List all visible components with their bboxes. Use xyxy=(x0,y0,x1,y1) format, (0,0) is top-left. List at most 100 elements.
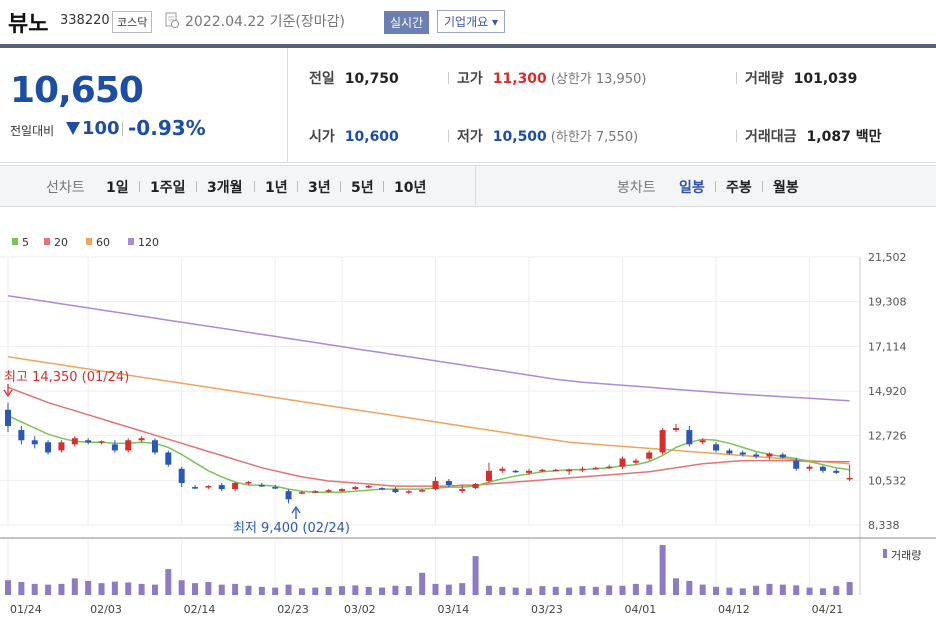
volume-bar xyxy=(819,588,826,595)
realtime-button[interactable]: 실시간 xyxy=(384,11,430,34)
range-tab-1y[interactable]: 1년 xyxy=(265,180,288,196)
candle xyxy=(379,487,386,491)
candle xyxy=(806,464,813,471)
divider xyxy=(448,130,449,142)
volume-bar xyxy=(5,580,11,595)
prev-close-label: 전일 xyxy=(309,71,335,87)
volume-legend-swatch xyxy=(883,549,887,558)
candle xyxy=(753,452,760,459)
period-tab-monthly[interactable]: 월봉 xyxy=(773,180,799,196)
candle xyxy=(499,466,506,473)
range-tab-3m[interactable]: 3개월 xyxy=(207,180,243,196)
candle-body xyxy=(779,454,786,458)
high-price: 고가 11,300 (상한가 13,950) xyxy=(457,68,646,88)
candle-body xyxy=(699,440,706,443)
candle-body xyxy=(392,489,399,493)
volume-bar xyxy=(592,586,599,595)
legend-label-ma60: 60 xyxy=(96,236,110,249)
volume-bar xyxy=(459,583,466,595)
volume-bar xyxy=(485,585,492,595)
amount-value: 1,087 백만 xyxy=(806,129,882,145)
x-tick-label: 04/21 xyxy=(812,603,844,616)
volume-bar xyxy=(539,586,546,595)
period-tab-weekly[interactable]: 주봉 xyxy=(726,180,752,196)
candle-body xyxy=(539,469,546,472)
range-tab-5y[interactable]: 5년 xyxy=(351,180,374,196)
candle xyxy=(619,456,626,469)
quote-date: 2022.04.22 기준(장마감) xyxy=(185,14,345,30)
volume-bar xyxy=(285,584,292,595)
x-tick-label: 04/12 xyxy=(718,603,750,616)
high-label: 고가 xyxy=(457,71,483,87)
candle-body xyxy=(192,487,199,489)
candle-body xyxy=(312,491,319,493)
volume-bar xyxy=(392,585,399,595)
x-tick-label: 02/14 xyxy=(184,603,216,616)
low-price: 저가 10,500 (하한가 7,550) xyxy=(457,126,638,146)
volume-summary: 거래량 101,039 xyxy=(745,68,857,88)
range-tab-1w[interactable]: 1주일 xyxy=(150,180,186,196)
candle xyxy=(659,428,666,455)
volume-bar xyxy=(632,583,639,595)
volume-bar xyxy=(258,586,265,595)
volume-bar xyxy=(192,583,199,595)
candle xyxy=(793,457,800,471)
candle-body xyxy=(405,491,412,493)
candle xyxy=(111,440,118,453)
market-badge: 코스닥 xyxy=(112,11,153,33)
candle xyxy=(165,450,172,467)
range-tab-1d[interactable]: 1일 xyxy=(106,180,129,196)
candle xyxy=(338,488,345,493)
price-axis: 21,502 19,308 17,114 14,920 12,726 10,532 8,33… xyxy=(868,251,907,532)
low-label: 저가 xyxy=(457,129,483,145)
open-label: 시가 xyxy=(309,129,335,145)
candle-body xyxy=(753,454,760,457)
candle-body xyxy=(485,470,492,481)
range-tab-3y[interactable]: 3년 xyxy=(308,180,331,196)
candle xyxy=(592,466,599,470)
tab-divider xyxy=(254,181,255,192)
candle-body xyxy=(45,442,52,453)
candle-body xyxy=(659,430,666,453)
x-tick-label: 03/14 xyxy=(438,603,470,616)
amount-label: 거래대금 xyxy=(745,129,797,145)
annotations: 최고 14,350 (01/24) 최저 9,400 (02/24) xyxy=(3,370,350,536)
lower-limit: (하한가 7,550) xyxy=(550,130,639,145)
high-value: 11,300 xyxy=(492,71,547,87)
candle-body xyxy=(5,409,11,427)
divider xyxy=(736,130,737,142)
x-tick-label: 02/03 xyxy=(90,603,122,616)
candle xyxy=(632,458,639,465)
candle xyxy=(392,487,399,494)
legend-label-ma20: 20 xyxy=(54,236,68,249)
x-tick-label: 04/01 xyxy=(625,603,657,616)
volume-bar xyxy=(739,588,746,595)
candle-body xyxy=(819,466,826,471)
candle xyxy=(205,485,212,490)
candle xyxy=(151,438,158,455)
legend-label-ma5: 5 xyxy=(22,236,29,249)
volume-bar xyxy=(298,588,305,595)
ma-line-ma5 xyxy=(7,415,850,493)
y-tick-label: 10,532 xyxy=(868,474,907,487)
x-tick-label: 03/02 xyxy=(344,603,376,616)
candle-body xyxy=(766,453,773,457)
candle-body xyxy=(686,430,693,445)
ma-line-ma60 xyxy=(7,356,850,465)
range-tab-10y[interactable]: 10년 xyxy=(394,180,427,196)
volume-bar xyxy=(232,583,239,595)
candle-body xyxy=(325,490,332,492)
upper-limit: (상한가 13,950) xyxy=(550,72,647,87)
tab-divider xyxy=(297,181,298,192)
candle xyxy=(606,464,613,469)
candle xyxy=(566,468,573,475)
prev-close: 전일 10,750 xyxy=(309,68,399,88)
ma-legend: 5 20 60 120 xyxy=(12,236,159,249)
volume-bar xyxy=(312,587,319,595)
candle xyxy=(178,466,185,488)
candle-body xyxy=(352,487,359,490)
company-overview-dropdown[interactable]: 기업개요 ▾ xyxy=(437,10,505,33)
stock-header: 뷰노 338220 코스닥 2022.04.22 기준(장마감) 실시간 기업개… xyxy=(0,0,936,46)
volume-bar xyxy=(726,587,733,595)
period-tab-daily[interactable]: 일봉 xyxy=(679,180,705,196)
